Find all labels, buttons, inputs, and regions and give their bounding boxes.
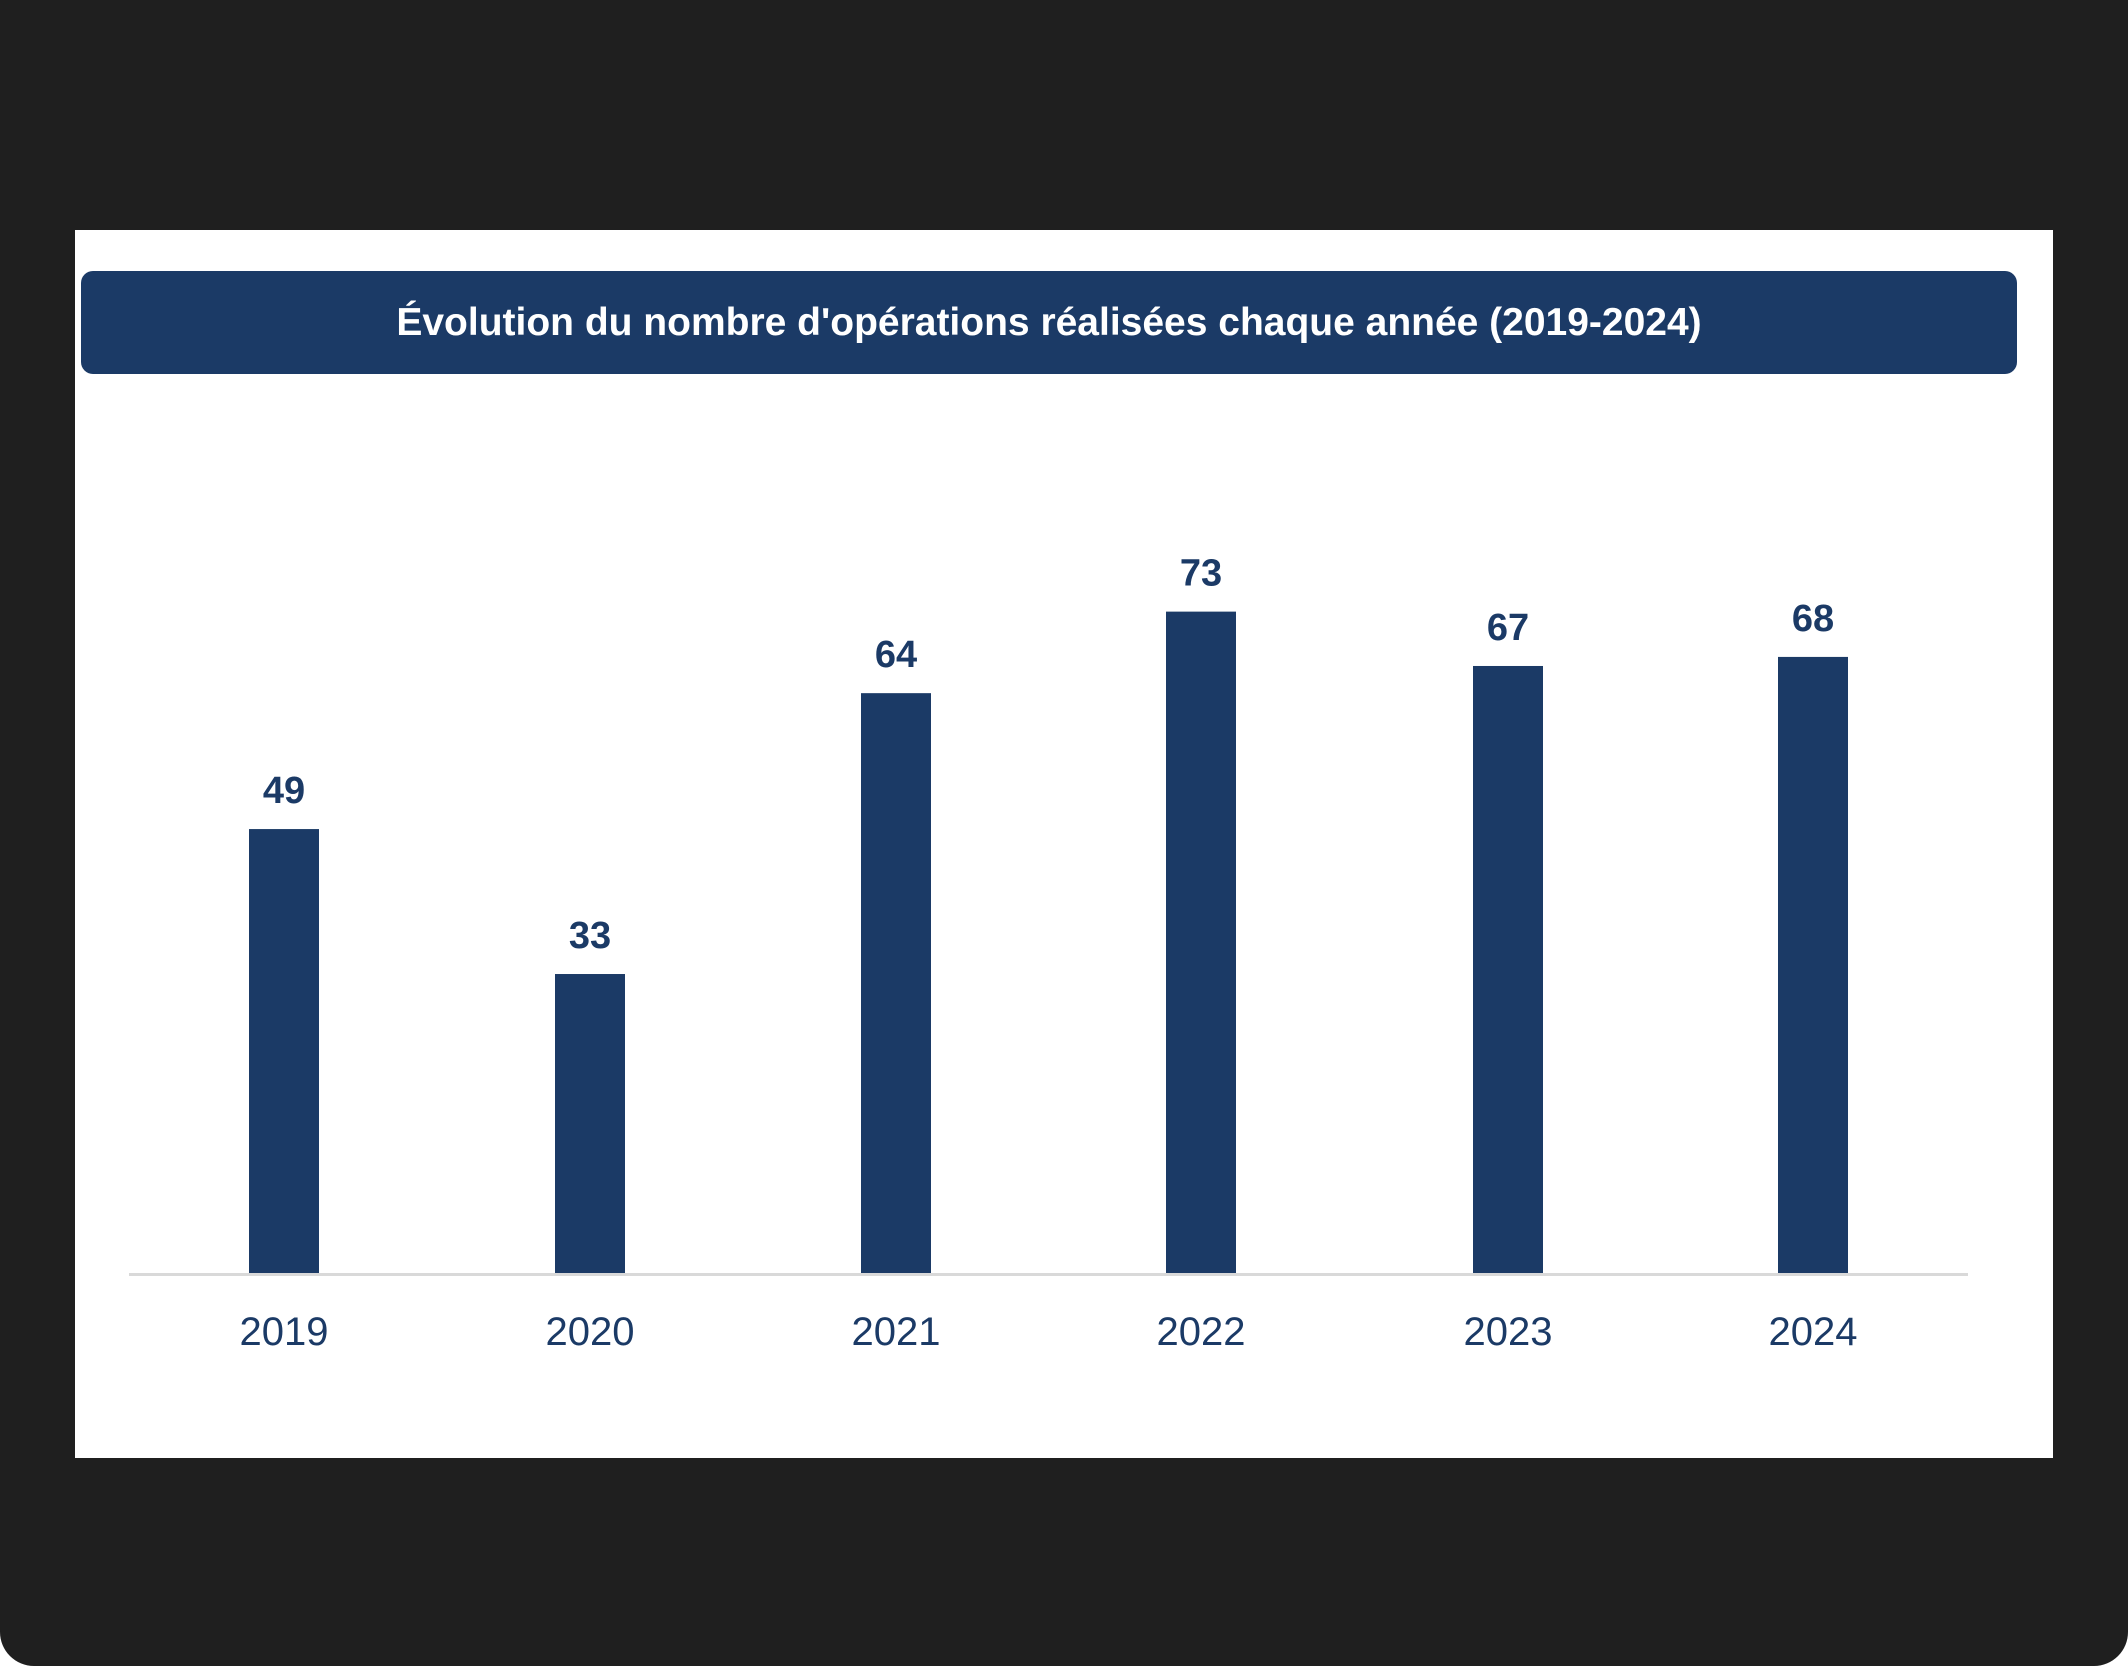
chart-panel: Évolution du nombre d'opérations réalisé… [75,230,2053,1458]
data-label-2019: 49 [263,770,305,812]
data-label-2022: 73 [1180,553,1222,595]
data-label-2020: 33 [569,915,611,957]
x-tick-label-2020: 2020 [546,1310,635,1354]
chart-title-banner: Évolution du nombre d'opérations réalisé… [81,271,2017,374]
bar-2023 [1473,665,1543,1273]
bar-chart: 49 2019 33 2020 64 2021 73 2022 67 2023 68 2024 [129,553,1968,1354]
x-tick-label-2019: 2019 [240,1310,329,1354]
bar-2020 [555,974,625,1273]
bar-2019 [249,829,319,1273]
x-tick-label-2021: 2021 [852,1310,941,1354]
x-tick-label-2023: 2023 [1464,1310,1553,1354]
x-tick-label-2022: 2022 [1157,1310,1246,1354]
chart-title: Évolution du nombre d'opérations réalisé… [396,300,1702,344]
data-label-2021: 64 [875,634,917,676]
bar-2024 [1778,656,1848,1273]
data-label-2024: 68 [1792,598,1834,640]
data-label-2023: 67 [1487,607,1529,649]
bar-2021 [861,693,931,1273]
bar-2022 [1166,611,1236,1273]
x-tick-label-2024: 2024 [1769,1310,1858,1354]
